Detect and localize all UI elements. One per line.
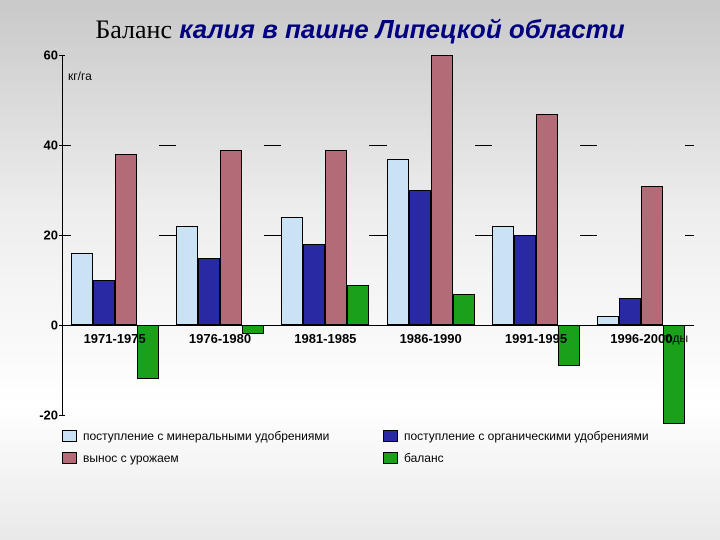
bar-organic (619, 298, 641, 325)
grid-segment (159, 235, 176, 236)
legend-item-organic: поступление с органическими удобрениями (383, 429, 680, 443)
y-tick-label: 0 (51, 318, 58, 333)
grid-segment (475, 235, 492, 236)
legend-item-harvest: вынос с урожаем (62, 451, 359, 465)
bar-mineral (176, 226, 198, 325)
bar-harvest (115, 154, 137, 325)
grid-segment (159, 145, 176, 146)
bar-mineral (71, 253, 93, 325)
legend-label: баланс (404, 451, 444, 465)
legend-swatch (383, 452, 398, 464)
legend-swatch (62, 452, 77, 464)
grid-segment (62, 145, 71, 146)
chart-title: Баланс калия в пашне Липецкой области (0, 0, 720, 51)
legend-item-mineral: поступление с минеральными удобрениями (62, 429, 359, 443)
bar-organic (514, 235, 536, 325)
bar-harvest (220, 150, 242, 326)
bar-balance (453, 294, 475, 326)
grid-segment (264, 235, 281, 236)
y-tick-label: 40 (44, 138, 58, 153)
x-tick-label: 1991-1995 (505, 331, 567, 346)
title-part-2: калия в пашне Липецкой области (179, 14, 624, 44)
legend: поступление с минеральными удобрениями по… (62, 429, 680, 465)
legend-label: вынос с урожаем (83, 451, 179, 465)
grid-segment (685, 235, 694, 236)
grid-segment (580, 235, 597, 236)
y-tick-label: -20 (39, 408, 58, 423)
x-tick-label: 1976-1980 (189, 331, 251, 346)
y-tick-label: 20 (44, 228, 58, 243)
chart-area: 6040200-20 кг/га 1971-19751976-19801981-… (22, 55, 698, 415)
y-tick-label: 60 (44, 48, 58, 63)
x-tick-label: 1971-1975 (84, 331, 146, 346)
bar-organic (409, 190, 431, 325)
grid-segment (580, 145, 597, 146)
bar-organic (303, 244, 325, 325)
bar-harvest (431, 55, 453, 325)
bar-balance (347, 285, 369, 326)
bar-harvest (641, 186, 663, 326)
grid-segment (475, 145, 492, 146)
bar-harvest (536, 114, 558, 326)
y-tick-mark (59, 415, 65, 416)
bar-mineral (597, 316, 619, 325)
bar-organic (93, 280, 115, 325)
grid-segment (369, 145, 386, 146)
bar-harvest (325, 150, 347, 326)
bar-mineral (281, 217, 303, 325)
bar-mineral (387, 159, 409, 326)
legend-swatch (62, 430, 77, 442)
grid-segment (264, 145, 281, 146)
bar-mineral (492, 226, 514, 325)
bar-organic (198, 258, 220, 326)
legend-label: поступление с минеральными удобрениями (83, 429, 329, 443)
x-tick-label: 1981-1985 (294, 331, 356, 346)
x-axis-label: годы (662, 331, 688, 345)
grid-segment (685, 145, 694, 146)
x-tick-label: 1986-1990 (400, 331, 462, 346)
grid-segment (62, 235, 71, 236)
legend-label: поступление с органическими удобрениями (404, 429, 649, 443)
y-axis: 6040200-20 (26, 55, 58, 415)
legend-swatch (383, 430, 398, 442)
plot-area: кг/га 1971-19751976-19801981-19851986-19… (62, 55, 694, 415)
legend-item-balance: баланс (383, 451, 680, 465)
grid-segment (369, 235, 386, 236)
title-part-1: Баланс (95, 15, 172, 44)
